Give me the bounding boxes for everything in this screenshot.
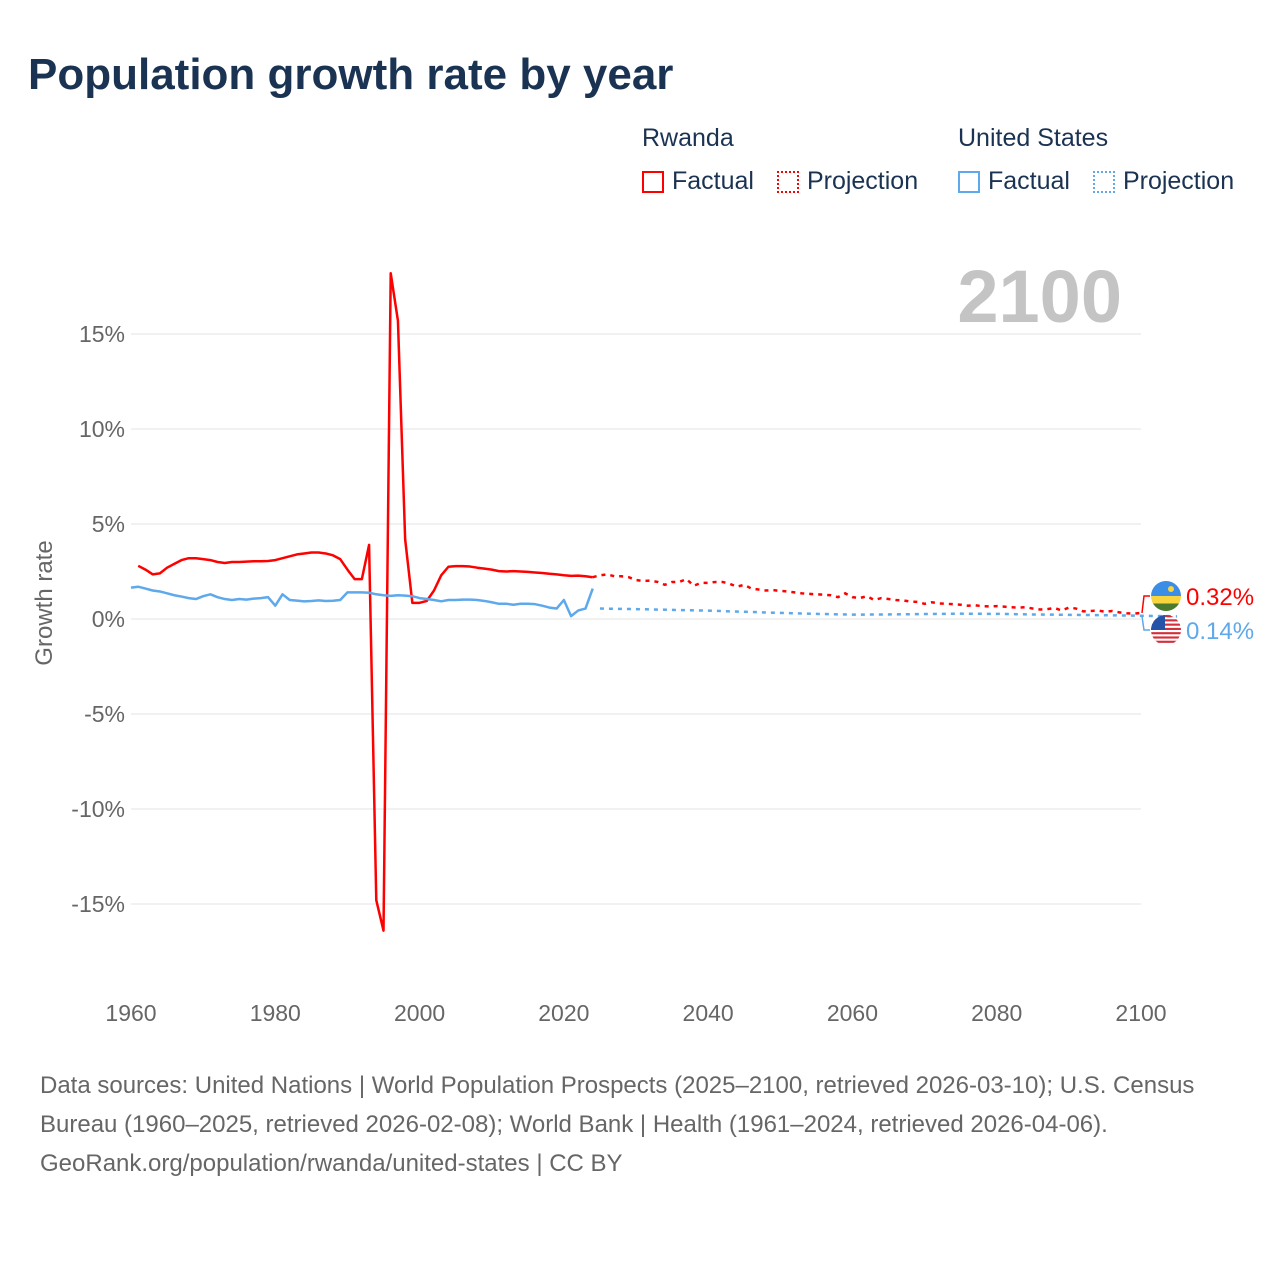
legend-label: Factual bbox=[988, 167, 1070, 195]
x-tick-label: 1960 bbox=[105, 1000, 156, 1026]
flag-body bbox=[1151, 581, 1181, 611]
x-tick-label: 2020 bbox=[538, 1000, 589, 1026]
flag-stripe bbox=[1151, 636, 1181, 639]
us-factual-line bbox=[130, 585, 594, 618]
y-tick-label: -10% bbox=[71, 796, 125, 822]
legend-label: Projection bbox=[1122, 167, 1235, 195]
legend-swatch bbox=[776, 170, 799, 193]
x-tick-label: 2060 bbox=[827, 1000, 878, 1026]
legend-rwanda-name: Rwanda bbox=[642, 124, 734, 152]
legend-us-projection[interactable]: Projection bbox=[1092, 167, 1235, 196]
legend-swatch bbox=[642, 170, 664, 193]
y-axis-label: Growth rate bbox=[31, 540, 58, 665]
footer: Data sources: United Nations | World Pop… bbox=[40, 1066, 1230, 1183]
line-chart: 2100 Growth rate 15% 10% 5% 0% -5% -10% -15% 19… bbox=[31, 255, 1254, 1026]
us-end-value: 0.14% bbox=[1186, 618, 1254, 645]
y-tick-label: 5% bbox=[92, 511, 125, 537]
flag-stripe bbox=[1151, 596, 1181, 604]
x-tick-label: 2100 bbox=[1115, 1000, 1166, 1026]
chart-title: Population growth rate by year bbox=[28, 50, 674, 99]
flag-stripe bbox=[1151, 627, 1181, 630]
current-year-label: 2100 bbox=[957, 255, 1122, 338]
legend-us-factual[interactable]: Factual bbox=[958, 167, 1070, 196]
us-flag-icon bbox=[1151, 615, 1181, 643]
x-tick-label: 2080 bbox=[971, 1000, 1022, 1026]
x-tick-label: 1980 bbox=[250, 1000, 301, 1026]
legend-rwanda-projection[interactable]: Projection bbox=[776, 167, 919, 196]
flag-body bbox=[1151, 615, 1181, 643]
flag-sun bbox=[1168, 586, 1174, 592]
rwanda-flag-icon bbox=[1151, 581, 1181, 611]
legend-label: Projection bbox=[806, 167, 919, 195]
rwanda-factual-line bbox=[137, 271, 593, 932]
y-tick-label: -15% bbox=[71, 891, 125, 917]
legend-united-states: United States Factual Projection bbox=[958, 124, 1234, 200]
legend-us-name: United States bbox=[958, 124, 1109, 152]
rwanda-end-value: 0.32% bbox=[1186, 584, 1254, 611]
flag-stripe bbox=[1151, 640, 1181, 643]
x-tick-label: 2040 bbox=[683, 1000, 734, 1026]
flag-stripe bbox=[1151, 632, 1181, 635]
flag-stripe bbox=[1151, 615, 1181, 618]
flag-stripe bbox=[1151, 603, 1181, 611]
y-tick-label: 10% bbox=[79, 416, 125, 442]
flag-stripe bbox=[1151, 623, 1181, 626]
legend-swatch bbox=[1092, 170, 1115, 193]
legend-rwanda: Rwanda Factual Projection bbox=[642, 124, 934, 200]
legend-rwanda-factual[interactable]: Factual bbox=[642, 167, 754, 196]
us-projection-line bbox=[599, 607, 1178, 618]
us-label-connector bbox=[1141, 616, 1150, 631]
y-tick-label: 0% bbox=[92, 606, 125, 632]
legend-swatch bbox=[958, 170, 980, 193]
data-sources: Data sources: United Nations | World Pop… bbox=[40, 1072, 1195, 1138]
y-tick-label: 15% bbox=[79, 321, 125, 347]
x-tick-label: 2000 bbox=[394, 1000, 445, 1026]
rwanda-projection-line bbox=[592, 573, 1142, 615]
flag-stripe bbox=[1151, 619, 1181, 622]
legend-label: Factual bbox=[672, 167, 754, 195]
rwanda-label-connector bbox=[1141, 595, 1150, 614]
attribution-link[interactable]: GeoRank.org/population/rwanda/united-sta… bbox=[40, 1150, 623, 1177]
y-tick-label: -5% bbox=[84, 701, 125, 727]
flag-stripe bbox=[1151, 581, 1181, 596]
